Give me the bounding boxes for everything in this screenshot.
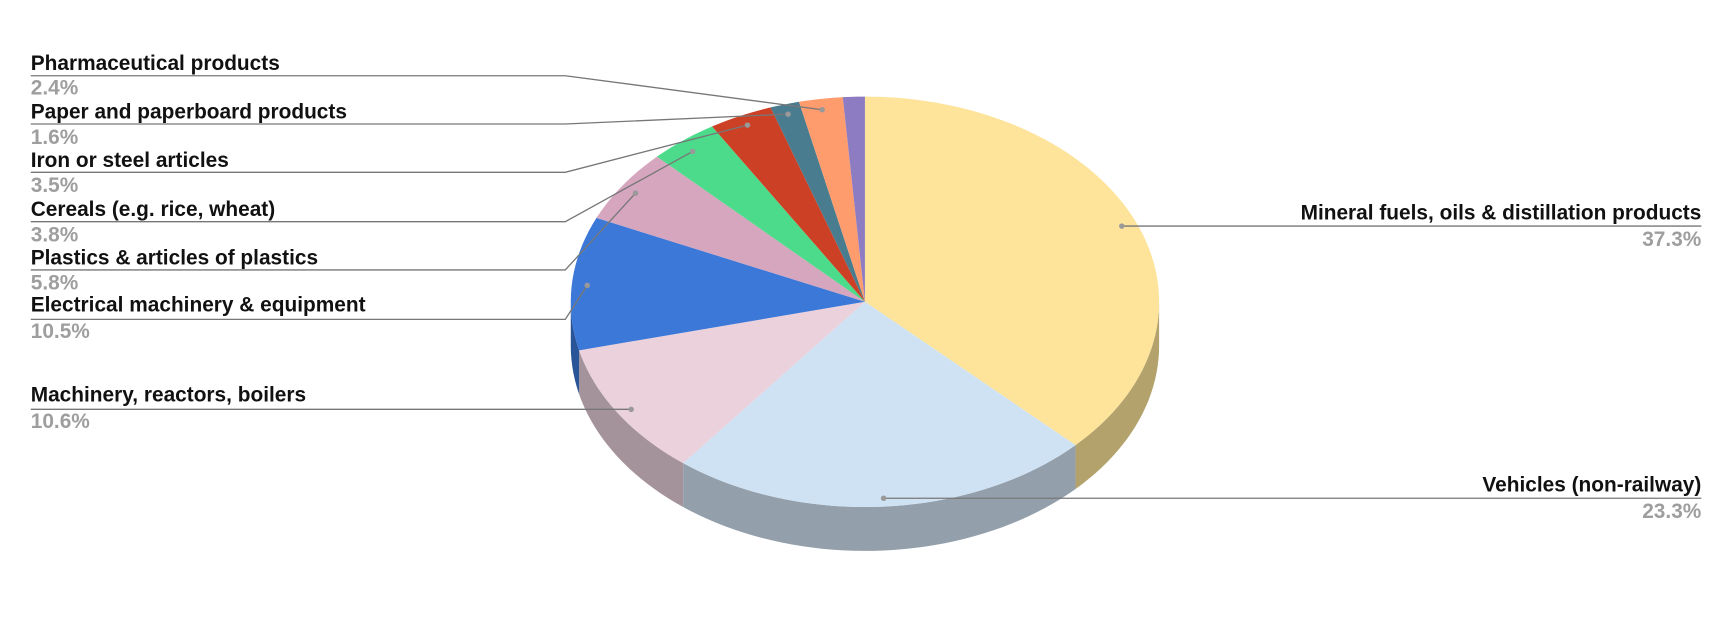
- pie-slices: [570, 96, 1160, 508]
- leader-line-8: [30, 75, 823, 111]
- leader-line-4: [30, 192, 637, 271]
- slice-value-label: 1.6%: [31, 126, 79, 149]
- pie-slice-9[interactable]: [842, 96, 865, 302]
- leader-line-3: [30, 284, 588, 321]
- leader-dot-1: [880, 495, 887, 501]
- pie-slice-3[interactable]: [570, 217, 865, 351]
- slice-value-label: 5.8%: [31, 272, 79, 295]
- leader-line-7: [30, 113, 789, 125]
- slice-value-label: 10.6%: [31, 410, 90, 433]
- leader-dot-4: [632, 190, 639, 196]
- leader-dot-3: [584, 282, 590, 289]
- pie-side-0: [1075, 301, 1160, 489]
- leader-line-6: [30, 124, 748, 173]
- slice-value-label: 2.4%: [31, 76, 79, 99]
- pie-slice-2[interactable]: [579, 301, 865, 464]
- slice-label: Electrical machinery & equipment: [31, 294, 366, 317]
- slice-value-label: 10.5%: [31, 320, 90, 343]
- leader-dot-5: [689, 148, 696, 155]
- pie-slice-6[interactable]: [712, 107, 865, 302]
- slice-label: Mineral fuels, oils & distillation produ…: [1301, 201, 1702, 224]
- slice-label: Machinery, reactors, boilers: [31, 384, 306, 407]
- slice-value-label: 3.8%: [31, 223, 79, 246]
- pie-side-3: [570, 301, 580, 395]
- slice-label: Cereals (e.g. rice, wheat): [31, 198, 275, 221]
- pie-slice-4[interactable]: [596, 156, 865, 302]
- pie-side-1: [683, 445, 1076, 551]
- slice-value-label: 3.5%: [31, 174, 79, 197]
- leader-dot-0: [1119, 223, 1125, 229]
- slice-label: Iron or steel articles: [31, 149, 229, 172]
- slice-value-label: 23.3%: [1642, 500, 1701, 523]
- slice-labels: Mineral fuels, oils & distillation produ…: [31, 52, 1702, 523]
- pie-slice-5[interactable]: [656, 126, 865, 302]
- pie-slice-0[interactable]: [864, 96, 1160, 446]
- leader-dot-8: [819, 107, 825, 113]
- leader-dot-2: [628, 406, 634, 413]
- pie-slice-8[interactable]: [798, 97, 865, 302]
- pie-sides: [570, 301, 1160, 551]
- slice-label: Pharmaceutical products: [31, 52, 280, 75]
- leader-line-5: [30, 150, 693, 223]
- pie-side-2: [579, 350, 684, 508]
- slice-label: Vehicles (non-railway): [1482, 474, 1701, 497]
- pie-slice-1[interactable]: [683, 301, 1076, 508]
- slice-label: Paper and paperboard products: [31, 101, 347, 124]
- slice-value-label: 37.3%: [1642, 228, 1701, 251]
- slice-label: Plastics & articles of plastics: [31, 246, 318, 269]
- leader-dot-7: [785, 111, 791, 117]
- leader-dot-6: [744, 122, 751, 128]
- pie-slice-7[interactable]: [770, 101, 865, 302]
- leader-lines: [30, 75, 1702, 501]
